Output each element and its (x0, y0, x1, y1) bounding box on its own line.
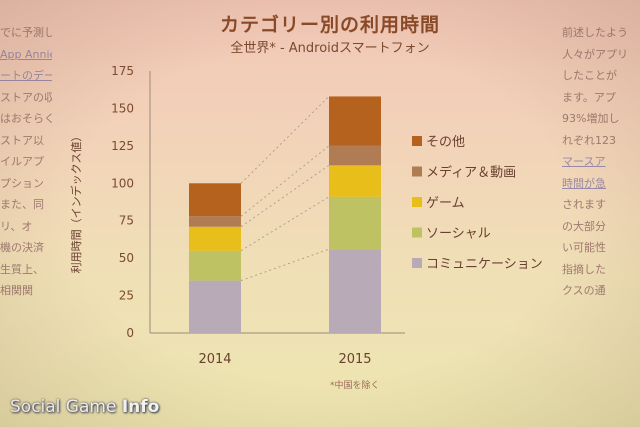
bar-segment-2014-1 (189, 250, 241, 281)
left-text-line: 相関関 (0, 284, 33, 297)
brand-accent: Info (121, 397, 160, 417)
left-text-line: イルアプ (0, 155, 44, 168)
left-text-line: ストア以 (0, 133, 44, 147)
bar-segment-2014-2 (189, 226, 241, 251)
connector-line (240, 96, 330, 184)
right-text-line: い可能性 (562, 241, 606, 254)
y-tick-label: 125 (111, 139, 134, 153)
right-text-line: クスの通 (562, 284, 606, 297)
y-tick-label: 175 (111, 64, 134, 78)
x-tick-label: 2015 (338, 352, 371, 367)
legend-swatch (412, 197, 422, 207)
right-text-line: 時間が急 (562, 176, 606, 190)
connector-line (240, 196, 330, 252)
left-text-line: プション (0, 176, 44, 190)
y-axis-label: 利用時間（インデックス値） (69, 131, 83, 274)
y-tick-label: 50 (119, 251, 134, 265)
legend-swatch (412, 227, 422, 238)
left-text-line: また、同 (0, 198, 44, 211)
right-text-line: 前述したよう (562, 26, 628, 39)
legend-label: ゲーム (426, 196, 465, 211)
right-text-line: 指摘した (562, 262, 606, 276)
footnote: *中国を除く (330, 381, 380, 391)
chart-title: カテゴリー別の利用時間 (219, 14, 440, 36)
legend-label: ソーシャル (426, 227, 491, 242)
chart-subtitle: 全世界* - Androidスマートフォン (230, 41, 430, 56)
bar-segment-2014-4 (189, 183, 241, 217)
y-tick-label: 100 (111, 176, 134, 190)
right-text-line: されます (562, 198, 606, 211)
bar-segment-2015-2 (329, 165, 381, 197)
bar-segment-2015-4 (329, 96, 381, 146)
left-text-line: ストアの収 (0, 90, 52, 104)
y-tick-label: 150 (111, 101, 134, 115)
legend-swatch (412, 136, 422, 146)
legend-label: コミュニケーション (426, 257, 543, 272)
legend-label: メディア＆動画 (426, 165, 516, 181)
left-text-line: リ、オ (0, 219, 33, 233)
legend-label: その他 (426, 135, 465, 150)
legend-swatch (412, 258, 422, 268)
y-tick-label: 25 (119, 289, 134, 303)
left-text-line: でに予測し (0, 26, 52, 39)
bar-segment-2014-3 (189, 216, 241, 227)
left-text-line: ートのデー (0, 69, 52, 82)
left-text-line: 機の決済 (0, 241, 44, 254)
bar-segment-2014-0 (189, 280, 241, 333)
right-text-line: れぞれ123 (562, 133, 616, 147)
y-tick-label: 75 (119, 214, 134, 228)
legend-swatch (412, 166, 422, 177)
x-tick-label: 2014 (198, 352, 231, 367)
bar-segment-2015-1 (329, 196, 381, 250)
right-text-line: 93%増加し (562, 112, 620, 125)
bar-segment-2015-0 (329, 249, 381, 333)
right-text-line: 人々がアプリ (562, 47, 628, 61)
y-tick-label: 0 (126, 326, 134, 340)
right-text-line: ます。アプ (562, 90, 616, 104)
connector-line (240, 164, 330, 228)
left-text-line: はおそらく (0, 112, 52, 125)
connector-line (240, 145, 330, 217)
connector-line (240, 248, 330, 282)
right-text-line: したことが (562, 69, 617, 82)
watermark-logo: Social Game Info (10, 397, 159, 417)
right-background-text: 前述したよう 人々がアプリ したことがます。アプ 93%増加し れぞれ123 マースア時間… (562, 22, 640, 302)
left-text-line: App Annie (0, 47, 52, 61)
right-text-line: マースア (562, 155, 606, 168)
left-text-line: 生質上、 (0, 262, 44, 276)
right-text-line: の大部分 (562, 219, 606, 233)
left-background-text: でに予測し App Annie ートのデーストアの収はおそらくストア以イルアププショ… (0, 22, 52, 302)
bar-segment-2015-3 (329, 145, 381, 166)
brand-name: Social Game (10, 397, 117, 417)
